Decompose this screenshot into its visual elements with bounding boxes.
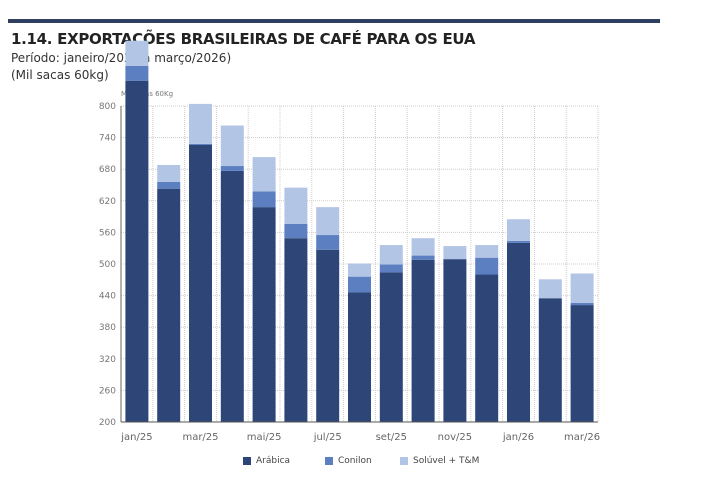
bar-ago-25-series-1 [348, 276, 371, 293]
bar-set-25-series-2 [379, 245, 403, 265]
bar-mai-25-series-2 [252, 157, 276, 192]
bar-abr-25-series-1 [220, 166, 244, 171]
bar-fev-25-series-1 [157, 181, 181, 189]
legend-swatch [325, 457, 333, 465]
bar-fev-26-series-0 [538, 298, 562, 422]
bar-jul-25-series-2 [316, 207, 340, 236]
bar-jul-25-series-1 [316, 235, 340, 250]
bar-jan-25-series-2 [125, 40, 149, 66]
y-tick-label: 200 [99, 418, 116, 428]
bar-nov-25-series-2 [443, 246, 467, 259]
bar-jul-25-series-0 [316, 249, 340, 422]
y-tick-label: 680 [99, 165, 116, 175]
y-tick-label: 620 [99, 197, 116, 207]
bar-fev-25-series-0 [157, 188, 181, 422]
legend-item: Conilon [325, 456, 372, 466]
x-tick-label: jan/26 [502, 432, 534, 443]
legend-label: Conilon [338, 456, 372, 466]
x-tick-label: set/25 [376, 432, 407, 443]
legend-item: Solúvel + T&M [400, 456, 479, 466]
bar-jun-25-series-2 [284, 187, 308, 224]
y-tick-label: 260 [99, 386, 116, 396]
bar-dez-25-series-0 [475, 274, 499, 422]
legend-item: Arábica [243, 456, 290, 466]
bar-fev-25-series-2 [157, 164, 181, 182]
y-tick-label: 440 [99, 292, 116, 302]
bar-mai-25-series-1 [252, 191, 276, 208]
y-tick-label: 500 [99, 260, 116, 270]
bar-out-25-series-2 [411, 238, 435, 256]
header-rule [8, 19, 660, 23]
unit-subtitle: (Mil sacas 60kg) [11, 68, 109, 82]
bar-mai-25-series-0 [252, 207, 276, 422]
bar-mar-26-series-2 [570, 273, 594, 303]
y-tick-label: 740 [99, 134, 116, 144]
bar-abr-25-series-2 [220, 125, 244, 167]
legend-label: Solúvel + T&M [413, 456, 480, 466]
bar-jan-25-series-0 [125, 80, 149, 422]
y-tick-label: 560 [99, 228, 116, 238]
x-tick-label: mar/26 [564, 432, 600, 443]
bar-ago-25-series-0 [348, 292, 371, 422]
bar-mar-25-series-0 [189, 144, 212, 422]
bar-abr-25-series-0 [220, 170, 244, 422]
bar-dez-25-series-2 [475, 245, 499, 258]
x-tick-label: mar/25 [182, 432, 218, 443]
x-tick-label: mai/25 [247, 432, 282, 443]
bar-jan-26-series-0 [507, 242, 530, 422]
bar-mar-26-series-1 [570, 302, 594, 306]
y-tick-label: 380 [99, 323, 116, 333]
bar-jan-26-series-2 [507, 219, 530, 241]
bar-nov-25-series-1 [443, 258, 467, 260]
bar-jan-25-series-1 [125, 65, 149, 81]
bar-nov-25-series-0 [443, 259, 467, 422]
x-tick-label: jan/25 [120, 432, 152, 443]
bar-out-25-series-1 [411, 255, 435, 260]
bar-mar-25-series-1 [189, 143, 212, 145]
y-tick-label: 800 [99, 102, 116, 112]
bar-ago-25-series-2 [348, 263, 371, 277]
legend-label: Arábica [256, 456, 291, 466]
legend-swatch [400, 457, 408, 465]
period-subtitle: Período: janeiro/2025 a março/2026) [11, 51, 232, 65]
bar-jan-26-series-1 [507, 240, 530, 243]
bar-fev-26-series-2 [538, 279, 562, 299]
bar-mar-26-series-0 [570, 305, 594, 422]
bar-set-25-series-1 [379, 264, 403, 273]
x-tick-label: jul/25 [313, 432, 342, 443]
legend-swatch [243, 457, 251, 465]
bar-jun-25-series-1 [284, 223, 308, 239]
bar-jun-25-series-0 [284, 238, 308, 422]
bar-dez-25-series-1 [475, 257, 499, 275]
y-tick-label: 320 [99, 355, 116, 365]
bar-out-25-series-0 [411, 259, 435, 422]
bar-mar-25-series-2 [189, 103, 212, 144]
bar-set-25-series-0 [379, 272, 403, 422]
x-tick-label: nov/25 [438, 432, 472, 443]
